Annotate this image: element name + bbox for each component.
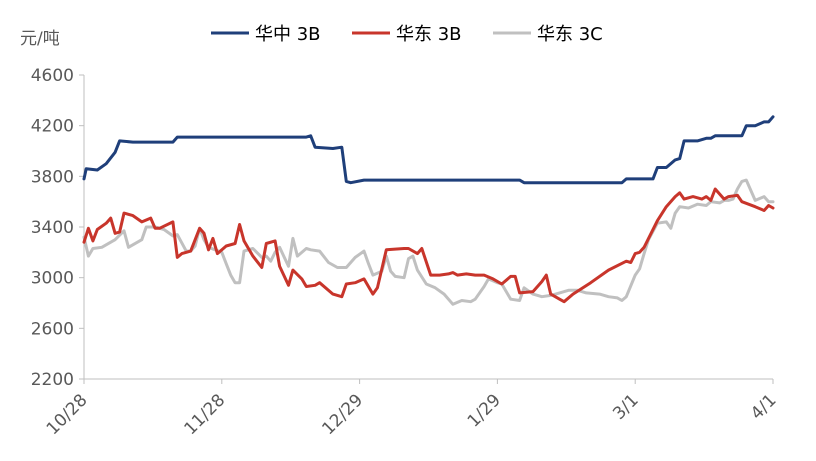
x-tick-label: 4/1 bbox=[747, 390, 780, 423]
y-tick-label: 2600 bbox=[31, 319, 74, 339]
legend-item-0: 华中 3B bbox=[211, 24, 321, 45]
y-tick-label: 3400 bbox=[31, 218, 74, 238]
legend-label-1: 华东 3B bbox=[396, 24, 462, 45]
y-tick-label: 4600 bbox=[31, 66, 74, 86]
series-line-2 bbox=[82, 178, 775, 306]
y-tick-label: 2200 bbox=[31, 370, 74, 390]
legend-item-1: 华东 3B bbox=[352, 24, 462, 45]
y-tick-label: 4200 bbox=[31, 117, 74, 137]
x-tick-label: 3/1 bbox=[609, 390, 642, 423]
x-tick-label: 10/28 bbox=[43, 390, 92, 439]
legend-label-2: 华东 3C bbox=[537, 24, 603, 45]
x-tick-label: 1/29 bbox=[464, 390, 505, 431]
x-tick-label: 11/28 bbox=[181, 390, 230, 439]
plot-area bbox=[82, 115, 775, 306]
x-tick-label: 12/29 bbox=[318, 390, 367, 439]
y-tick-label: 3800 bbox=[31, 167, 74, 187]
y-axis: 2200 2600 3000 3400 3800 4200 4600 bbox=[31, 66, 85, 390]
legend-item-2: 华东 3C bbox=[493, 24, 603, 45]
legend: 华中 3B 华东 3B 华东 3C bbox=[211, 24, 603, 45]
x-axis: 10/28 11/28 12/29 1/29 3/1 4/1 bbox=[43, 378, 781, 439]
series-line-1 bbox=[82, 187, 775, 304]
series-line-0 bbox=[82, 115, 775, 185]
y-tick-label: 3000 bbox=[31, 269, 74, 289]
y-axis-unit-label: 元/吨 bbox=[20, 29, 60, 49]
legend-label-0: 华中 3B bbox=[255, 24, 321, 45]
